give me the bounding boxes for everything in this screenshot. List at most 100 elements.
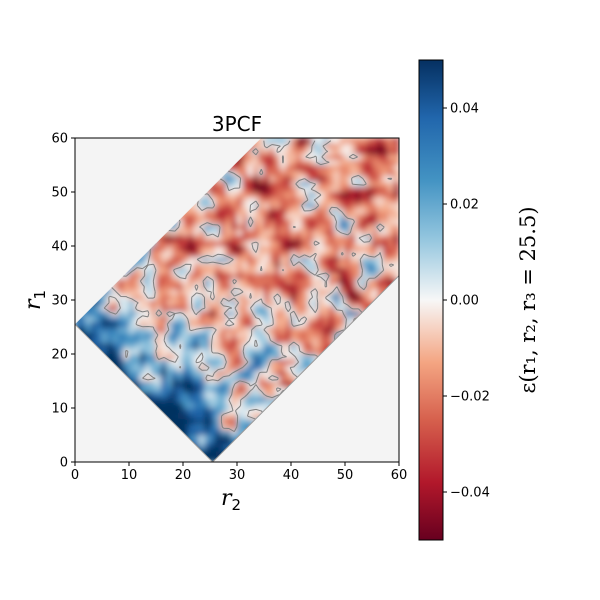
heatmap-cell bbox=[312, 321, 319, 328]
heatmap-cell bbox=[333, 234, 340, 241]
heatmap-cell bbox=[231, 348, 238, 355]
heatmap-cell bbox=[258, 375, 265, 382]
heatmap-cell bbox=[236, 267, 243, 274]
heatmap-cell bbox=[252, 348, 259, 355]
heatmap-cell bbox=[269, 175, 276, 182]
heatmap-cell bbox=[274, 143, 281, 150]
heatmap-cell bbox=[285, 224, 292, 231]
heatmap-cell bbox=[306, 218, 313, 225]
heatmap-cell bbox=[107, 299, 114, 306]
heatmap-cell bbox=[279, 224, 286, 231]
heatmap-cell bbox=[344, 267, 351, 274]
heatmap-cell bbox=[177, 267, 184, 274]
heatmap-cell bbox=[112, 294, 119, 301]
heatmap-cell bbox=[177, 310, 184, 317]
heatmap-cell bbox=[258, 164, 265, 171]
heatmap-cell bbox=[225, 348, 232, 355]
heatmap-cell bbox=[204, 207, 211, 214]
heatmap-cell bbox=[328, 278, 335, 285]
y-axis-label-sub: 1 bbox=[31, 290, 49, 300]
heatmap-cell bbox=[177, 261, 184, 268]
heatmap-cell bbox=[134, 326, 141, 333]
heatmap-cell bbox=[155, 386, 162, 393]
heatmap-cell bbox=[377, 186, 384, 193]
heatmap-cell bbox=[220, 186, 227, 193]
heatmap-cell bbox=[171, 251, 178, 258]
heatmap-cell bbox=[317, 321, 324, 328]
heatmap-cell bbox=[393, 267, 399, 274]
heatmap-cell bbox=[350, 170, 357, 177]
heatmap-cell bbox=[301, 164, 308, 171]
heatmap-cell bbox=[247, 288, 254, 295]
heatmap-cell bbox=[150, 288, 157, 295]
heatmap-cell bbox=[274, 153, 281, 160]
heatmap-cell bbox=[204, 434, 211, 441]
heatmap-cell bbox=[387, 213, 394, 220]
heatmap-cell bbox=[333, 305, 340, 312]
heatmap-cell bbox=[101, 299, 108, 306]
heatmap-cell bbox=[274, 234, 281, 241]
heatmap-cell bbox=[393, 245, 399, 252]
heatmap-cell bbox=[193, 213, 200, 220]
heatmap-cell bbox=[252, 164, 259, 171]
heatmap-cell bbox=[258, 175, 265, 182]
heatmap-cell bbox=[204, 450, 211, 457]
heatmap-cell bbox=[279, 143, 286, 150]
heatmap-cell bbox=[215, 418, 222, 425]
heatmap-cell bbox=[155, 380, 162, 387]
heatmap-cell bbox=[285, 348, 292, 355]
heatmap-cell bbox=[344, 224, 351, 231]
heatmap-cell bbox=[231, 375, 238, 382]
heatmap-cell bbox=[144, 369, 151, 376]
heatmap-cell bbox=[155, 369, 162, 376]
heatmap-cell bbox=[247, 240, 254, 247]
heatmap-cell bbox=[220, 353, 227, 360]
heatmap-cell bbox=[366, 261, 373, 268]
heatmap-cell bbox=[285, 138, 292, 144]
heatmap-cell bbox=[344, 278, 351, 285]
heatmap-cell bbox=[128, 315, 135, 322]
heatmap-cell bbox=[231, 321, 238, 328]
heatmap-cell bbox=[220, 261, 227, 268]
heatmap-cell bbox=[231, 180, 238, 187]
heatmap-cell bbox=[107, 294, 114, 301]
heatmap-cell bbox=[252, 240, 259, 247]
heatmap-cell bbox=[290, 321, 297, 328]
heatmap-cell bbox=[134, 294, 141, 301]
heatmap-cell bbox=[139, 380, 146, 387]
heatmap-cell bbox=[193, 256, 200, 263]
heatmap-cell bbox=[382, 170, 389, 177]
heatmap-cell bbox=[188, 224, 195, 231]
heatmap-cell bbox=[236, 413, 243, 420]
heatmap-cell bbox=[279, 240, 286, 247]
heatmap-cell bbox=[188, 348, 195, 355]
heatmap-cell bbox=[296, 240, 303, 247]
y-tick-label: 30 bbox=[51, 294, 68, 309]
heatmap-cell bbox=[155, 267, 162, 274]
heatmap-cell bbox=[285, 310, 292, 317]
heatmap-cell bbox=[350, 197, 357, 204]
heatmap-cell bbox=[193, 288, 200, 295]
heatmap-cell bbox=[166, 272, 173, 279]
heatmap-cell bbox=[220, 207, 227, 214]
heatmap-cell bbox=[204, 197, 211, 204]
heatmap-cell bbox=[371, 207, 378, 214]
heatmap-cell bbox=[382, 283, 389, 290]
heatmap-cell bbox=[312, 218, 319, 225]
heatmap-cell bbox=[387, 240, 394, 247]
heatmap-cell bbox=[274, 321, 281, 328]
heatmap-cell bbox=[144, 305, 151, 312]
heatmap-cell bbox=[155, 240, 162, 247]
heatmap-cell bbox=[193, 299, 200, 306]
heatmap-cell bbox=[290, 256, 297, 263]
heatmap-cell bbox=[90, 315, 97, 322]
heatmap-cell bbox=[296, 191, 303, 198]
heatmap-cell bbox=[306, 159, 313, 166]
heatmap-cell bbox=[279, 234, 286, 241]
heatmap-cell bbox=[209, 251, 216, 258]
heatmap-cell bbox=[317, 186, 324, 193]
heatmap-cell bbox=[139, 342, 146, 349]
heatmap-cell bbox=[350, 224, 357, 231]
heatmap-cell bbox=[193, 321, 200, 328]
heatmap-cell bbox=[231, 229, 238, 236]
